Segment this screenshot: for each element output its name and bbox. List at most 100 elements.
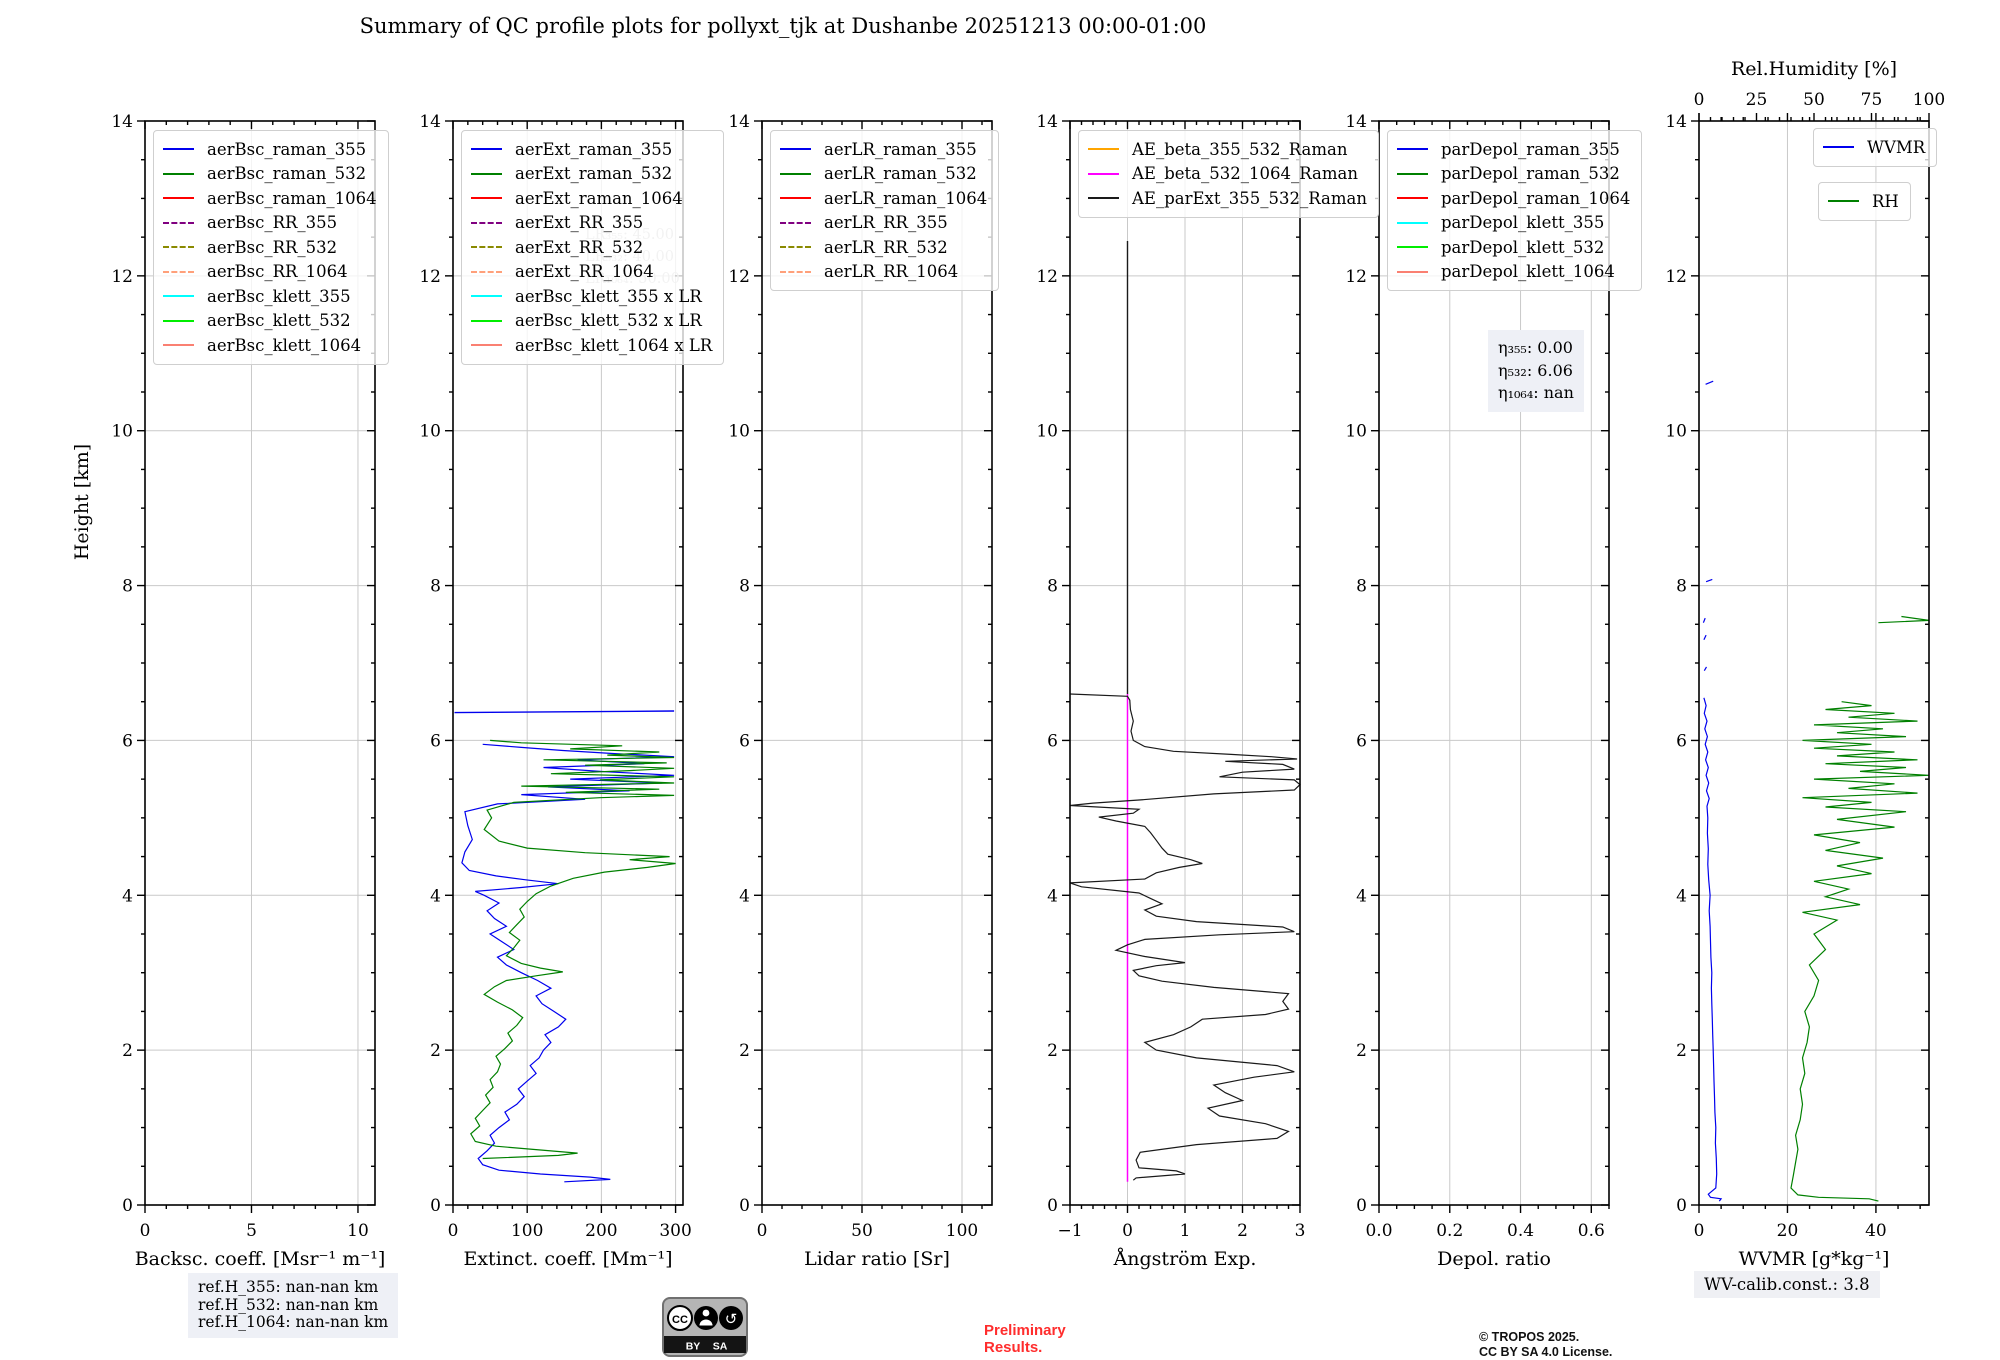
- toptick-50: 50: [1803, 90, 1825, 110]
- legend-item-parDepol_klett_355: parDepol_klett_355: [1397, 211, 1630, 236]
- ytick-lidar_ratio-8: 8: [739, 577, 750, 597]
- legend-line-sample: [471, 148, 502, 151]
- legend-item-aerExt_RR_355: aerExt_RR_355: [471, 211, 712, 236]
- toptick-100: 100: [1913, 90, 1945, 110]
- xtick-lidar_ratio-100: 100: [946, 1221, 978, 1241]
- legend-wvmr-1: RH: [1818, 182, 1911, 221]
- series-WVMR: [1703, 697, 1723, 1202]
- refh-355: ref.H_355: nan-nan km: [198, 1278, 379, 1296]
- legend-item-aerLR_RR_532: aerLR_RR_532: [780, 235, 987, 260]
- legend-label: aerBsc_klett_355 x LR: [515, 286, 702, 306]
- legend-line-sample: [163, 344, 194, 347]
- reference-height-annotation: ref.H_355: nan-nan km ref.H_532: nan-nan…: [188, 1273, 399, 1338]
- legend-item-aerExt_raman_532: aerExt_raman_532: [471, 162, 712, 187]
- toptick-25: 25: [1746, 90, 1768, 110]
- series-RH: [1790, 701, 1930, 1202]
- legend-line-sample: [163, 246, 194, 249]
- series-WVMR_seg2: [1703, 666, 1708, 672]
- xtick-extinction-0: 0: [448, 1221, 459, 1241]
- legend-item-aerBsc_klett_1064 x LR: aerBsc_klett_1064 x LR: [471, 333, 712, 358]
- ytick-lidar_ratio-2: 2: [739, 1041, 750, 1061]
- legend-line-sample: [471, 295, 502, 298]
- legend-line-sample: [471, 270, 502, 273]
- legend-item-aerBsc_klett_355 x LR: aerBsc_klett_355 x LR: [471, 284, 712, 309]
- sa-arrow-icon: [719, 1306, 743, 1330]
- xlabel-angstroem: Ångström Exp.: [1113, 1248, 1257, 1270]
- legend-item-AE_parExt_355_532_Raman: AE_parExt_355_532_Raman: [1088, 186, 1367, 211]
- xlabel-depol: Depol. ratio: [1437, 1248, 1551, 1270]
- ytick-lidar_ratio-12: 12: [728, 267, 750, 287]
- ytick-depol-10: 10: [1345, 422, 1367, 442]
- ytick-depol-14: 14: [1345, 112, 1367, 132]
- legend-line-sample: [471, 246, 502, 249]
- xtick-lidar_ratio-0: 0: [757, 1221, 768, 1241]
- ytick-extinction-6: 6: [430, 731, 441, 751]
- legend-item-aerExt_RR_1064: aerExt_RR_1064: [471, 260, 712, 285]
- legend-label: aerBsc_klett_355: [207, 286, 351, 306]
- panel-lidar_ratio: 0 2 4 6 8 10 12 14 0 50 100 Lidar ratio [Sr]: [728, 112, 993, 1270]
- legend-line-sample: [1397, 270, 1428, 273]
- legend-line-sample: [1397, 172, 1428, 175]
- xtick-wvmr-20: 20: [1777, 1221, 1799, 1241]
- refh-1064: ref.H_1064: nan-nan km: [198, 1313, 389, 1331]
- copyright-note: © TROPOS 2025. CC BY SA 4.0 License.: [1479, 1330, 1613, 1359]
- panel-backscatter: 0 2 4 6 8 10 12 14 0 5 10 Backsc. coeff. [Msr⁻¹ m⁻¹…: [111, 112, 385, 1270]
- ytick-lidar_ratio-0: 0: [739, 1196, 750, 1216]
- legend-item-parDepol_raman_355: parDepol_raman_355: [1397, 137, 1630, 162]
- ytick-wvmr-12: 12: [1665, 267, 1687, 287]
- ytick-angstroem-2: 2: [1047, 1041, 1058, 1061]
- xlabel-backscatter: Backsc. coeff. [Msr⁻¹ m⁻¹]: [135, 1248, 386, 1270]
- ytick-lidar_ratio-6: 6: [739, 731, 750, 751]
- cc-badge-by-label: BY: [686, 1341, 701, 1353]
- ytick-backscatter-14: 14: [111, 112, 133, 132]
- eta-1064: η₁₀₆₄: nan: [1498, 383, 1574, 402]
- xtick-extinction-200: 200: [585, 1221, 617, 1241]
- legend-label: aerExt_raman_1064: [515, 188, 683, 208]
- xtick-wvmr-0: 0: [1694, 1221, 1705, 1241]
- legend-label: aerLR_raman_532: [824, 164, 977, 184]
- ytick-backscatter-10: 10: [111, 422, 133, 442]
- cc-badge-band: [664, 1336, 746, 1353]
- legend-label: aerLR_RR_1064: [824, 262, 959, 282]
- ytick-extinction-8: 8: [430, 577, 441, 597]
- ytick-lidar_ratio-10: 10: [728, 422, 750, 442]
- ytick-angstroem-8: 8: [1047, 577, 1058, 597]
- legend-backscatter: aerBsc_raman_355 aerBsc_raman_532 aerBsc_r…: [153, 130, 389, 365]
- legend-line-sample: [163, 148, 194, 151]
- legend-extinction: aerExt_raman_355 aerExt_raman_532 aerExt_r…: [461, 130, 725, 365]
- ytick-wvmr-10: 10: [1665, 422, 1687, 442]
- legend-item-aerLR_raman_532: aerLR_raman_532: [780, 162, 987, 187]
- ytick-lidar_ratio-4: 4: [739, 886, 750, 906]
- legend-item-aerExt_raman_355: aerExt_raman_355: [471, 137, 712, 162]
- eta-532: η₅₃₂: 6.06: [1498, 360, 1573, 380]
- legend-line-sample: [163, 295, 194, 298]
- legend-label: aerBsc_RR_1064: [207, 262, 348, 282]
- legend-angstroem: AE_beta_355_532_Raman AE_beta_532_1064_Ra…: [1078, 130, 1379, 218]
- legend-item-WVMR: WVMR: [1823, 135, 1925, 160]
- legend-item-aerExt_raman_1064: aerExt_raman_1064: [471, 186, 712, 211]
- legend-line-sample: [1397, 197, 1428, 200]
- toptick-75: 75: [1861, 90, 1883, 110]
- legend-label: WVMR: [1867, 137, 1926, 157]
- legend-item-aerBsc_raman_355: aerBsc_raman_355: [163, 137, 377, 162]
- legend-label: aerBsc_klett_532: [207, 311, 351, 331]
- legend-line-sample: [1828, 200, 1859, 203]
- xtick-depol-0.2: 0.2: [1436, 1221, 1463, 1241]
- xtick-angstroem-1: 1: [1180, 1221, 1191, 1241]
- legend-line-sample: [163, 319, 194, 322]
- ytick-backscatter-2: 2: [122, 1041, 133, 1061]
- legend-line-sample: [780, 148, 811, 151]
- legend-line-sample: [471, 319, 502, 322]
- series-aerExt_raman_355_cloudline: [454, 710, 675, 714]
- legend-label: aerBsc_klett_1064: [207, 335, 362, 355]
- legend-label: aerBsc_RR_355: [207, 213, 338, 233]
- ytick-angstroem-4: 4: [1047, 886, 1058, 906]
- ytick-angstroem-0: 0: [1047, 1196, 1058, 1216]
- legend-label: aerLR_raman_1064: [824, 188, 988, 208]
- figure-title: Summary of QC profile plots for pollyxt_…: [359, 14, 1207, 38]
- ytick-angstroem-12: 12: [1036, 267, 1058, 287]
- xtick-angstroem-2: 2: [1237, 1221, 1248, 1241]
- series-WVMR_seg5: [1705, 578, 1713, 583]
- xtick-backscatter-0: 0: [140, 1221, 151, 1241]
- legend-line-sample: [471, 221, 502, 224]
